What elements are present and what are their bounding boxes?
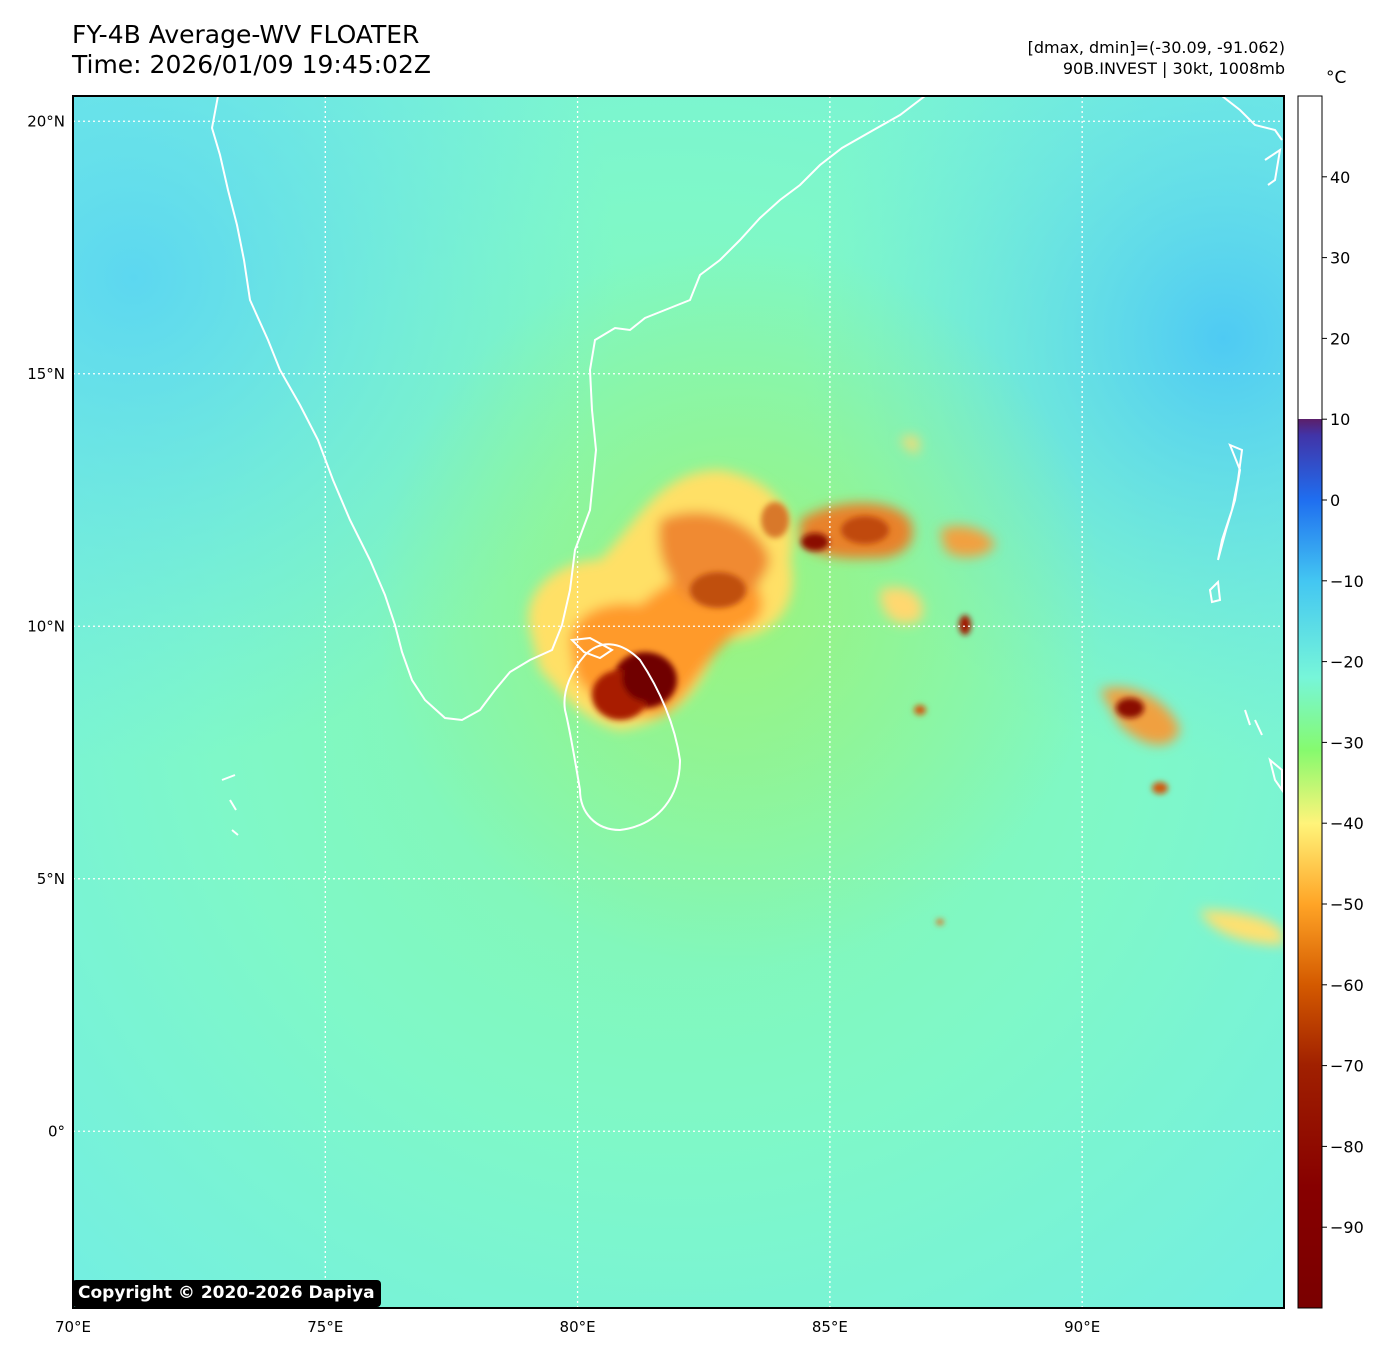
latitude-labels: 20°N 15°N 10°N 5°N 0° [27,112,65,1140]
lat-tick-label: 0° [48,1122,65,1140]
coastlines [210,96,1283,836]
colorbar [1297,95,1323,1309]
lat-tick-label: 10°N [27,617,65,635]
lon-tick-label: 85°E [812,1318,848,1336]
colorbar-tick-label: 10 [1330,410,1350,429]
map-title: FY-4B Average-WV FLOATER [72,20,420,49]
colorbar-tick-label: −10 [1330,572,1364,591]
range-info: [dmax, dmin]=(-30.09, -91.062) [1027,38,1285,57]
lon-tick-label: 70°E [55,1318,91,1336]
map-frame [72,95,1285,1309]
lat-tick-label: 20°N [27,112,65,130]
colorbar-tick-label: −60 [1330,976,1364,995]
colorbar-ticks: 40 30 20 10 0 −10 −20 −30 −40 −50 −60 −70 −80 −90 [1322,168,1364,1237]
map-image [73,96,1284,1308]
longitude-labels: 70°E 75°E 80°E 85°E 90°E [55,1318,1100,1336]
map-time: Time: 2026/01/09 19:45:02Z [72,50,431,79]
lat-tick-label: 15°N [27,365,65,383]
colorbar-tick-label: 0 [1330,491,1340,510]
colorbar-tick-label: 30 [1330,249,1350,268]
lon-tick-label: 80°E [560,1318,596,1336]
colorbar-tick-label: −20 [1330,653,1364,672]
colorbar-tick-label: −90 [1330,1218,1364,1237]
colorbar-tick-label: −40 [1330,814,1364,833]
colorbar-tick-label: −50 [1330,895,1364,914]
colorbar-unit: °C [1326,68,1347,88]
gridlines [73,96,1284,1308]
colorbar-tick-label: −80 [1330,1137,1364,1156]
storm-info: 90B.INVEST | 30kt, 1008mb [1062,59,1285,78]
lon-tick-label: 75°E [307,1318,343,1336]
colorbar-tick-label: 40 [1330,168,1350,187]
colorbar-tick-label: −70 [1330,1057,1364,1076]
colorbar-tick-label: −30 [1330,733,1364,752]
lat-tick-label: 5°N [37,870,65,888]
lon-tick-label: 90°E [1064,1318,1100,1336]
copyright-badge: Copyright © 2020-2026 Dapiya [72,1280,381,1307]
colorbar-tick-label: 20 [1330,329,1350,348]
